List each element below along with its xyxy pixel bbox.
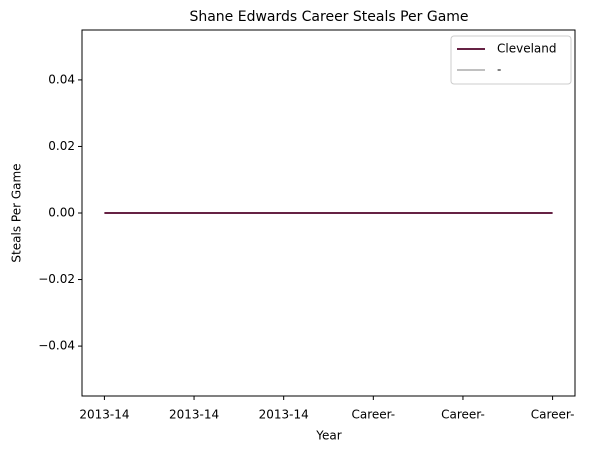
x-tick-label: 2013-14 (79, 408, 129, 422)
y-tick-label: −0.02 (38, 272, 75, 286)
x-tick-label: Career- (351, 408, 395, 422)
x-tick-label: Career- (531, 408, 575, 422)
x-axis-label: Year (315, 429, 341, 443)
legend-label: - (497, 63, 501, 77)
x-tick-label: 2013-14 (169, 408, 219, 422)
y-tick-label: −0.04 (38, 339, 75, 353)
plot-frame (81, 29, 576, 397)
y-axis-label: Steals Per Game (10, 163, 24, 262)
y-tick-label: 0.02 (48, 139, 75, 153)
x-tick-label: Career- (441, 408, 485, 422)
chart-title: Shane Edwards Career Steals Per Game (189, 9, 468, 25)
y-tick-label: 0.04 (48, 72, 75, 86)
legend-label: Cleveland (497, 42, 557, 56)
x-tick-label: 2013-14 (259, 408, 309, 422)
y-tick-label: 0.00 (48, 206, 75, 220)
